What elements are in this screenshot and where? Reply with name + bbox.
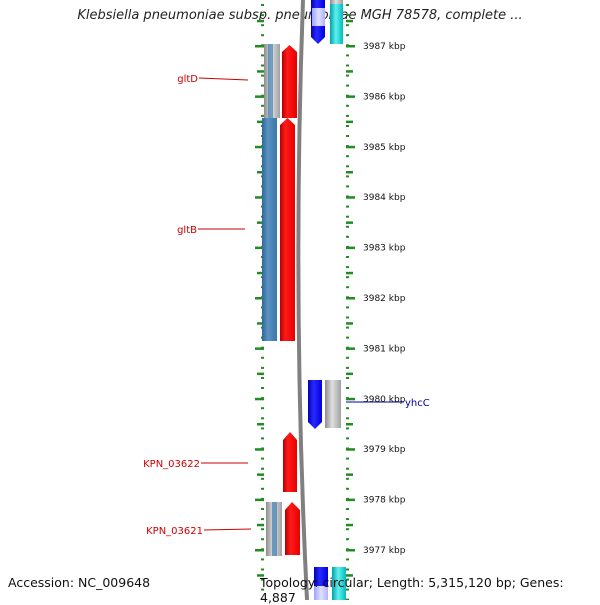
yhcC-blue-arrow [308,380,322,429]
ruler-label: 3978 kbp [363,496,406,506]
features [262,0,346,600]
yhcC-cds-grey [325,380,341,428]
top-lavender-block [312,8,325,26]
gltB-gene-arrow [280,118,295,341]
gltD-cds-steel [268,44,273,118]
ruler-label: 3982 kbp [363,294,406,304]
gene-label-gltb[interactable]: gltB [177,225,197,236]
gltD-gene-arrow [282,45,297,118]
gene-label-gltd[interactable]: gltD [177,74,198,85]
accession-text: Accession: NC_009648 [8,575,151,590]
gene-labels: gltD gltB yhcC KPN_03622 KPN_03621 [143,74,430,537]
ruler-label: 3977 kbp [363,546,406,556]
ruler-labels: 3987 kbp 3986 kbp 3985 kbp 3984 kbp 3983 kbp… [363,42,406,556]
top-cyan-grey [330,0,343,4]
bottom-lavender-block [314,586,328,600]
gltB-cds-steel [262,118,277,341]
top-cyan-block [330,0,343,44]
kpn03621-cds-steel [272,502,277,556]
ruler-label: 3981 kbp [363,344,406,354]
ruler-label: 3984 kbp [363,193,406,203]
gene-label-kpn-03622[interactable]: KPN_03622 [143,459,200,470]
gene-label-yhcc[interactable]: yhcC [405,398,430,409]
bottom-cyan-block [332,567,346,600]
topology-text: Topology: circular; Length: 5,315,120 bp… [260,575,564,605]
ruler-label: 3987 kbp [363,42,406,52]
ruler-label: 3980 kbp [363,395,406,405]
ruler-label: 3979 kbp [363,445,406,455]
gene-label-kpn-03621[interactable]: KPN_03621 [146,526,203,537]
kpn03621-gene-arrow [285,502,300,555]
kpn03622-gene-arrow [283,432,297,492]
ruler-label: 3985 kbp [363,143,406,153]
ruler-label: 3986 kbp [363,92,406,102]
backbone-arc [296,0,309,600]
ruler-label: 3983 kbp [363,244,406,254]
map-title: Klebsiella pneumoniae subsp. pneumoniae … [77,8,523,23]
